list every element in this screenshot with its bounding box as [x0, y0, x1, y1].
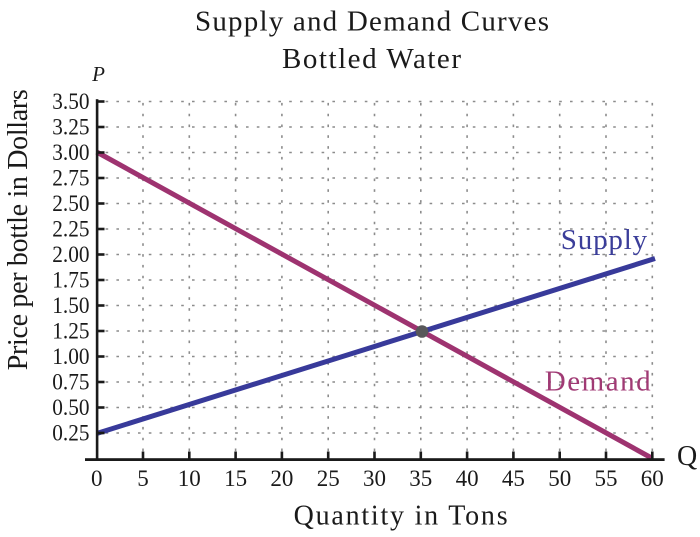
svg-text:2.25: 2.25: [52, 216, 89, 241]
svg-text:50: 50: [548, 466, 571, 491]
svg-text:5: 5: [137, 466, 149, 491]
svg-text:Supply and Demand Curves: Supply and Demand Curves: [195, 5, 549, 37]
svg-text:55: 55: [595, 466, 618, 491]
svg-text:60: 60: [641, 466, 664, 491]
svg-text:1.50: 1.50: [52, 293, 89, 318]
svg-text:2.00: 2.00: [52, 242, 89, 267]
svg-text:40: 40: [456, 466, 479, 491]
svg-text:2.50: 2.50: [52, 191, 89, 216]
svg-text:20: 20: [270, 466, 293, 491]
svg-text:15: 15: [224, 466, 247, 491]
svg-text:Quantity in Tons: Quantity in Tons: [294, 501, 508, 532]
svg-text:3.50: 3.50: [52, 89, 89, 114]
svg-text:0.75: 0.75: [52, 369, 89, 394]
svg-text:1.00: 1.00: [52, 344, 89, 369]
svg-text:Q: Q: [677, 441, 697, 472]
svg-text:3.00: 3.00: [52, 140, 89, 165]
svg-text:25: 25: [317, 466, 340, 491]
svg-text:1.75: 1.75: [52, 267, 89, 292]
svg-text:3.25: 3.25: [52, 114, 89, 139]
svg-text:35: 35: [409, 466, 432, 491]
svg-text:1.25: 1.25: [52, 318, 89, 343]
svg-text:10: 10: [178, 466, 201, 491]
svg-text:0.25: 0.25: [52, 420, 89, 445]
svg-text:P: P: [91, 62, 105, 86]
svg-text:Supply: Supply: [561, 224, 648, 256]
svg-text:0.50: 0.50: [52, 395, 89, 420]
svg-text:0: 0: [91, 466, 103, 491]
svg-text:Bottled Water: Bottled Water: [282, 43, 461, 75]
svg-text:45: 45: [502, 466, 525, 491]
svg-text:30: 30: [363, 466, 386, 491]
svg-text:Demand: Demand: [545, 365, 651, 397]
svg-text:Price per bottle in Dollars: Price per bottle in Dollars: [3, 89, 34, 370]
svg-text:2.75: 2.75: [52, 165, 89, 190]
